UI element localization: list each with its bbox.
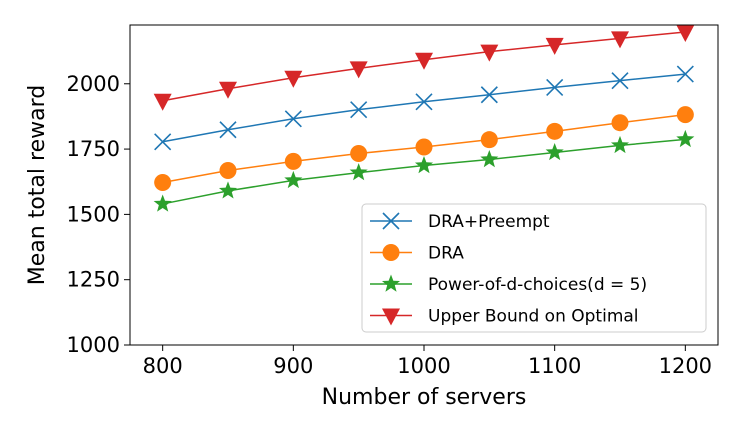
data-point	[153, 194, 172, 212]
x-tick-label: 1100	[528, 354, 581, 378]
legend-label: DRA+Preempt	[428, 212, 550, 232]
data-point	[545, 142, 564, 161]
legend-label: Upper Bound on Optimal	[428, 307, 639, 327]
y-tick-label: 1500	[67, 202, 120, 226]
data-point	[676, 106, 694, 124]
data-point	[284, 110, 302, 128]
data-point	[219, 162, 237, 180]
data-point	[545, 37, 564, 55]
data-point	[415, 93, 433, 111]
data-point	[480, 150, 499, 168]
legend: DRA+Preempt DRA Power-of-d-choices(d = 5) U…	[361, 203, 707, 333]
series-3	[153, 25, 695, 111]
ticks-layer: 800 900 1000 1100 1200 1000 1250 1500 1750 2000	[67, 72, 713, 378]
y-tick-label: 2000	[67, 72, 120, 96]
x-tick-label: 1200	[659, 354, 712, 378]
legend-label: Power-of-d-choices(d = 5)	[428, 275, 647, 295]
data-point	[611, 114, 629, 132]
legend-item: Upper Bound on Optimal	[370, 307, 639, 327]
series-0	[154, 65, 694, 151]
data-point	[349, 163, 368, 181]
data-point	[610, 135, 630, 154]
data-point	[350, 101, 368, 119]
legend-marker	[382, 244, 400, 261]
data-point	[219, 81, 237, 99]
data-point	[414, 156, 434, 174]
series-2	[153, 129, 695, 212]
data-point	[676, 65, 694, 83]
data-point	[611, 31, 629, 49]
x-tick-label: 900	[273, 354, 313, 378]
data-point	[219, 121, 237, 139]
legend-box	[361, 203, 707, 333]
data-point	[546, 78, 564, 96]
x-axis-label: Number of servers	[322, 385, 527, 410]
series-line	[162, 73, 686, 143]
y-tick-label: 1750	[67, 137, 120, 161]
legend-marker	[382, 308, 400, 326]
data-point	[284, 152, 302, 170]
data-point	[415, 52, 433, 70]
data-point	[153, 93, 172, 111]
data-point	[676, 129, 695, 148]
y-tick-label: 1250	[67, 268, 120, 292]
data-point	[480, 44, 499, 62]
data-point	[154, 133, 172, 151]
series-1	[154, 106, 694, 192]
legend-label: DRA	[428, 244, 464, 264]
series-layer	[153, 25, 695, 212]
data-point	[611, 72, 629, 90]
data-point	[676, 25, 695, 43]
legend-item: Power-of-d-choices(d = 5)	[370, 274, 647, 295]
data-point	[284, 170, 303, 189]
data-point	[480, 131, 498, 149]
x-tick-label: 800	[143, 354, 183, 378]
data-point	[546, 122, 564, 140]
x-tick-label: 1000	[397, 354, 450, 378]
data-point	[480, 86, 498, 104]
legend-marker	[382, 212, 400, 230]
y-tick-label: 1000	[67, 333, 120, 357]
data-point	[218, 181, 238, 199]
legend-item: DRA	[370, 244, 464, 264]
legend-item: DRA+Preempt	[370, 212, 550, 232]
legend-marker	[381, 274, 401, 292]
data-point	[349, 61, 368, 79]
data-point	[415, 138, 433, 156]
data-point	[350, 145, 368, 163]
data-point	[154, 174, 172, 192]
data-point	[284, 70, 303, 88]
y-axis-label: Mean total reward	[25, 85, 50, 285]
